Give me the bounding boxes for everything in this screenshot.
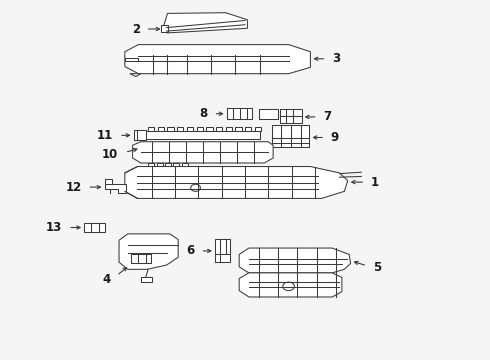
Bar <box>255 127 261 131</box>
Polygon shape <box>133 142 273 163</box>
Polygon shape <box>125 45 310 74</box>
Text: 11: 11 <box>97 129 113 142</box>
Polygon shape <box>125 58 138 61</box>
Polygon shape <box>119 234 178 269</box>
Bar <box>280 109 302 123</box>
Text: 4: 4 <box>102 274 110 287</box>
Polygon shape <box>239 273 342 297</box>
Bar <box>182 163 188 166</box>
Polygon shape <box>104 184 126 193</box>
Bar <box>104 179 112 184</box>
Bar <box>134 130 146 140</box>
Text: 10: 10 <box>102 148 118 161</box>
Bar <box>146 131 260 139</box>
Bar <box>196 127 203 131</box>
Polygon shape <box>130 74 141 77</box>
Bar <box>148 127 154 131</box>
Bar <box>161 25 169 32</box>
Bar <box>158 127 164 131</box>
Text: 2: 2 <box>132 23 140 36</box>
Bar <box>148 163 154 166</box>
Bar <box>165 163 171 166</box>
Polygon shape <box>239 248 351 273</box>
Text: 6: 6 <box>186 244 195 257</box>
Text: 13: 13 <box>46 221 62 234</box>
Text: 12: 12 <box>66 181 82 194</box>
Polygon shape <box>163 13 247 33</box>
Bar <box>216 127 222 131</box>
Bar <box>215 239 230 254</box>
Text: 5: 5 <box>373 261 381 274</box>
Bar <box>141 277 152 282</box>
Bar <box>215 255 230 262</box>
Bar <box>225 127 232 131</box>
Bar <box>187 127 193 131</box>
Text: 3: 3 <box>332 52 341 65</box>
Bar <box>226 108 252 119</box>
Text: 1: 1 <box>371 176 379 189</box>
Bar <box>259 109 278 119</box>
Bar <box>131 255 150 263</box>
Text: 7: 7 <box>323 111 332 123</box>
Bar <box>177 127 183 131</box>
Bar <box>173 163 179 166</box>
Bar <box>168 127 174 131</box>
Bar <box>245 127 251 131</box>
Bar <box>235 127 242 131</box>
Text: 8: 8 <box>199 107 208 120</box>
Bar <box>157 163 163 166</box>
Bar <box>271 125 309 147</box>
Polygon shape <box>125 167 348 198</box>
Bar <box>84 222 104 233</box>
Bar <box>206 127 213 131</box>
Text: 9: 9 <box>331 131 339 144</box>
